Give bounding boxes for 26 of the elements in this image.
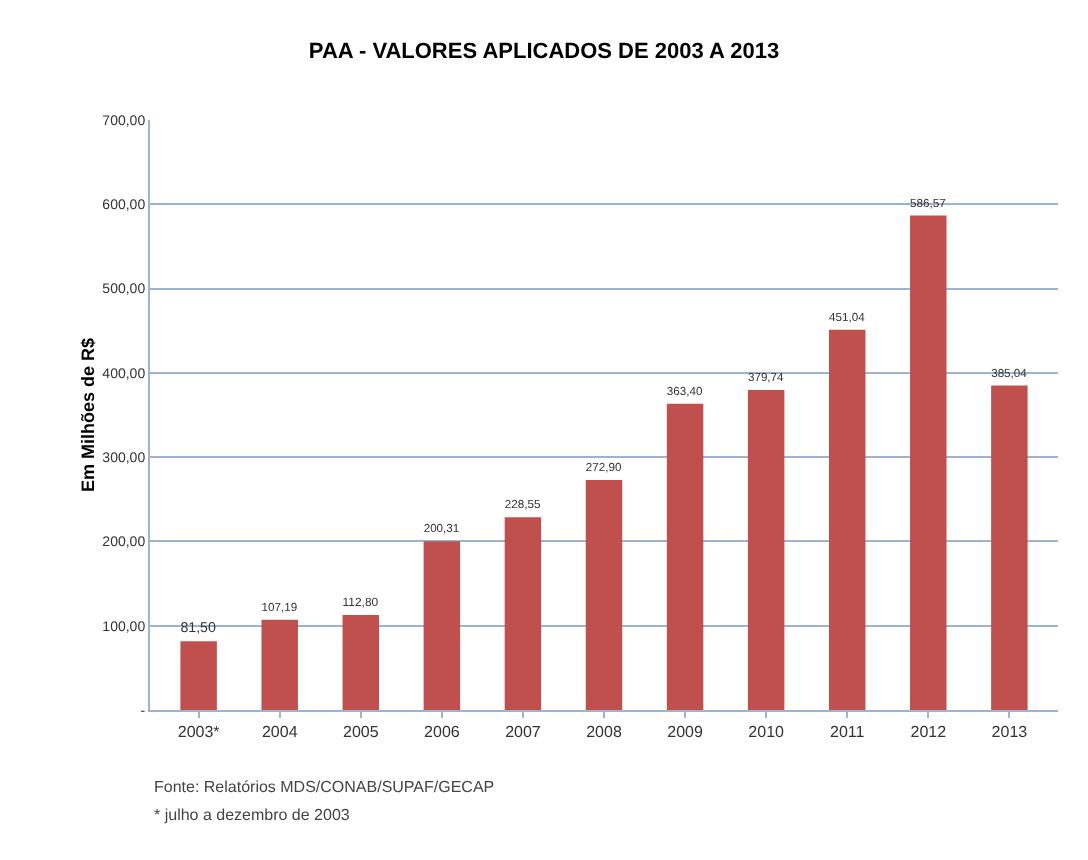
y-axis-title: Em Milhões de R$: [78, 337, 98, 493]
bar: [585, 479, 623, 710]
x-tick-label: 2010: [748, 723, 786, 742]
x-tick-label: 2004: [261, 723, 299, 742]
x-tick-label: 2006: [424, 723, 461, 742]
bar: [180, 641, 217, 710]
bar: [423, 541, 461, 710]
bar: [504, 517, 542, 710]
chart-title: PAA - VALORES APLICADOS DE 2003 A 2013: [308, 40, 780, 65]
bar: [666, 403, 704, 710]
bar: [991, 385, 1028, 710]
x-tick-label: 2007: [505, 723, 542, 742]
bar: [747, 389, 785, 710]
x-tick-label: 2009: [667, 723, 704, 742]
text: * julho a dezembro de 2003: [154, 806, 351, 824]
x-tick-label: 2011: [830, 723, 866, 742]
bar: [261, 619, 298, 710]
bar: [342, 614, 380, 710]
bar: [828, 329, 866, 710]
x-tick-label: 2008: [586, 723, 623, 742]
source-note: Fonte: Relatórios MDS/CONAB/SUPAF/GECAP: [154, 778, 495, 796]
x-tick-label: 2005: [342, 723, 380, 742]
x-tick-label: 2003*: [177, 723, 220, 742]
bar: [910, 215, 947, 710]
x-tick-label: 2013: [991, 723, 1029, 742]
x-tick-label: 2012: [910, 723, 948, 742]
